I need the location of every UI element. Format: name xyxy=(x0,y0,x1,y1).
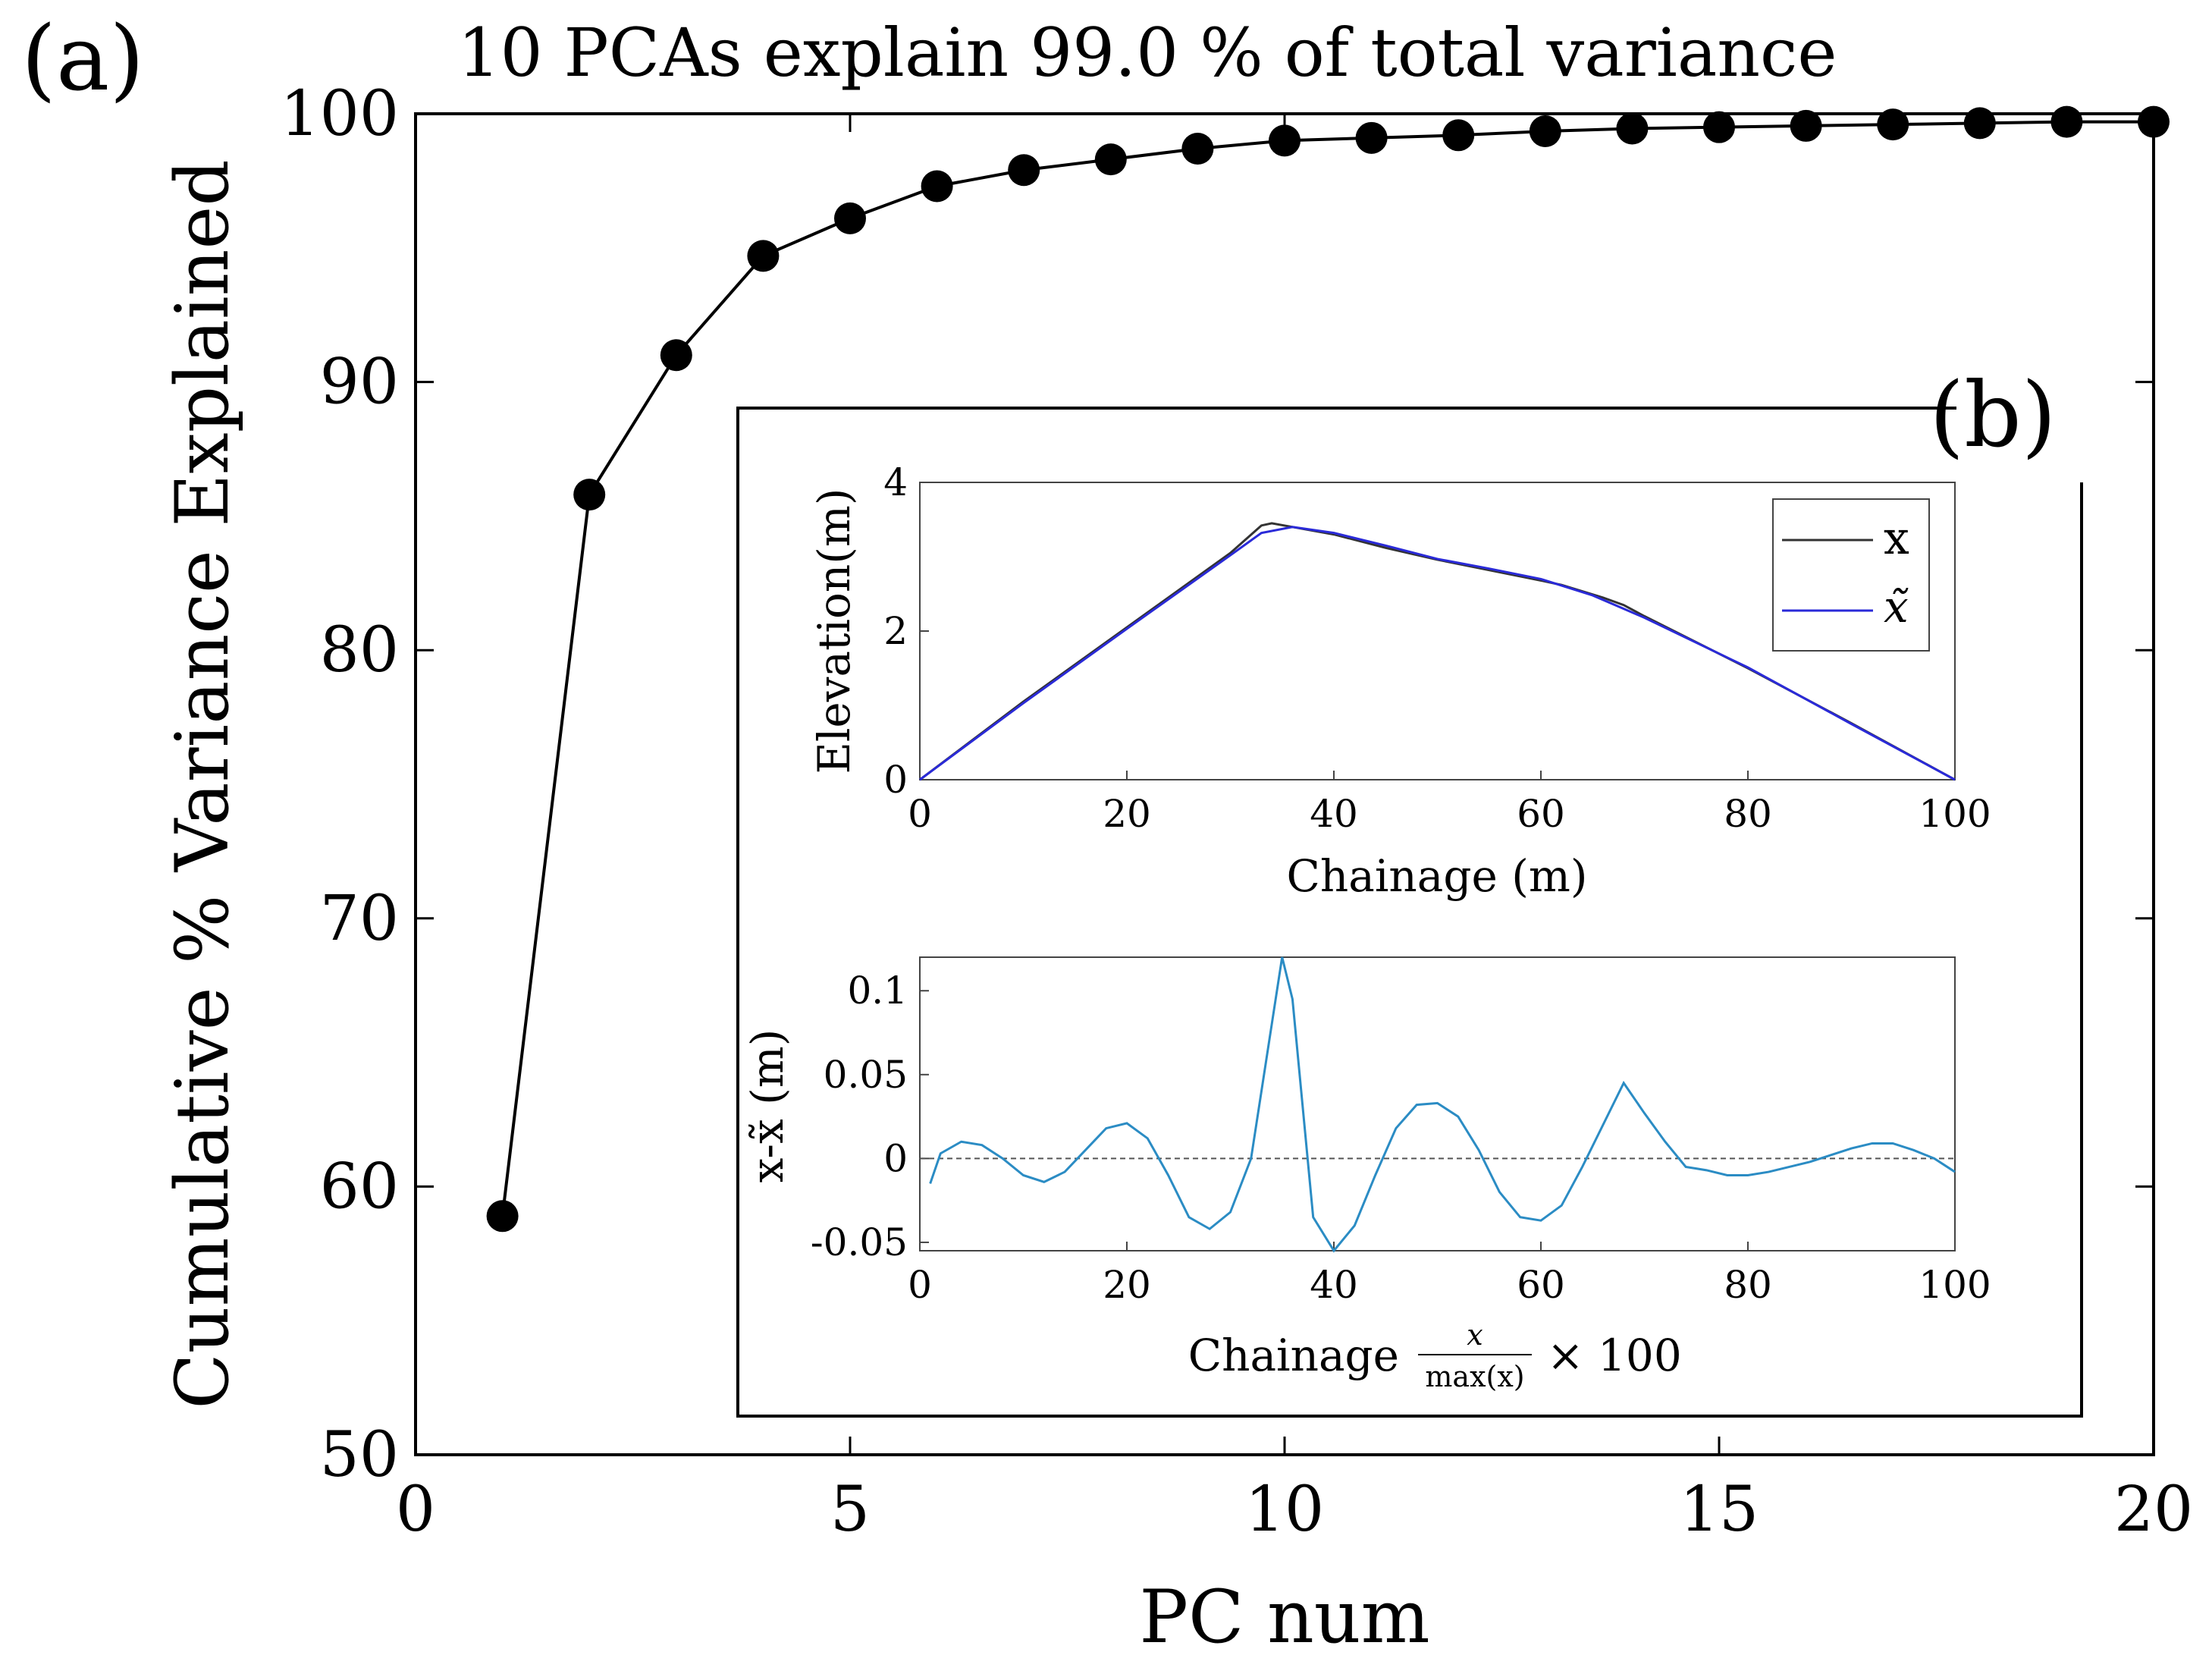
inset-top-y-ticks: 0 2 4 xyxy=(883,460,929,802)
main-data-point xyxy=(1963,107,1996,140)
main-data-point xyxy=(1790,109,1822,142)
bottom-y-tick-label: 0 xyxy=(883,1136,908,1180)
legend-label-xtilde: x̃ xyxy=(1884,581,1909,633)
main-data-point xyxy=(1616,112,1649,145)
top-x-tick-label: 60 xyxy=(1517,792,1565,836)
main-x-ticks: 0 5 10 15 20 xyxy=(396,114,2193,1546)
main-y-ticks: 50 60 70 80 90 100 xyxy=(280,78,2154,1491)
main-data-point xyxy=(660,339,692,372)
main-y-tick-label: 90 xyxy=(320,347,399,419)
bottom-y-tick-label: 0.1 xyxy=(847,969,908,1013)
main-y-axis-label: Cumulative % Variance Explained xyxy=(160,159,245,1409)
main-x-tick-label: 10 xyxy=(1245,1474,1324,1546)
main-data-point xyxy=(2138,105,2170,138)
panel-label-b: (b) xyxy=(1929,363,2057,467)
inset-panel: (b) 0 20 40 60 80 100 0 2 4 Chainage (m) Elevat… xyxy=(736,363,2083,1418)
top-x-tick-label: 80 xyxy=(1724,792,1772,836)
legend-box xyxy=(1772,498,1930,652)
main-data-point xyxy=(1355,121,1388,154)
inset-top-legend: x x̃ xyxy=(1772,498,1930,652)
main-y-tick-label: 80 xyxy=(320,614,399,686)
top-x-tick-label: 40 xyxy=(1310,792,1358,836)
main-y-tick-label: 100 xyxy=(280,78,399,150)
main-x-axis-label: PC num xyxy=(1139,1575,1429,1655)
top-x-tick-label: 0 xyxy=(908,792,932,836)
bottom-y-tick-label: -0.05 xyxy=(811,1220,908,1264)
inset-bottom-y-axis-label: x-x̃ (m) xyxy=(742,1029,793,1183)
xlabel-frac-numerator: x xyxy=(1467,1318,1483,1352)
main-data-point xyxy=(1703,111,1735,143)
main-x-tick-label: 15 xyxy=(1680,1474,1759,1546)
bottom-x-tick-label: 100 xyxy=(1919,1263,1991,1307)
inset-top-x-ticks: 0 20 40 60 80 100 xyxy=(908,771,1991,836)
inset-bottom-frame xyxy=(919,956,1956,1251)
main-data-point xyxy=(1529,115,1561,147)
inset-bottom-series-error xyxy=(929,956,1956,1253)
main-x-tick-label: 20 xyxy=(2114,1474,2193,1546)
main-y-tick-label: 60 xyxy=(320,1151,399,1223)
bottom-x-tick-label: 40 xyxy=(1310,1263,1358,1307)
main-x-tick-label: 5 xyxy=(830,1474,870,1546)
top-y-tick-label: 4 xyxy=(883,460,908,504)
inset-frame xyxy=(736,407,2083,1418)
main-data-point xyxy=(573,479,606,511)
top-y-tick-label: 2 xyxy=(883,609,908,653)
main-data-point xyxy=(921,170,953,203)
panel-label-a: (a) xyxy=(21,6,144,111)
xlabel-suffix: × 100 xyxy=(1547,1330,1682,1381)
xlabel-frac-denominator: max(x) xyxy=(1425,1360,1524,1393)
inset-top-chart: 0 20 40 60 80 100 0 2 4 Chainage (m) Elevation(… xyxy=(808,460,1991,902)
main-data-point xyxy=(747,240,780,272)
main-data-point xyxy=(1442,119,1475,152)
main-data-point xyxy=(1877,108,1909,141)
main-chart-title: 10 PCAs explain 99.0 % of total variance xyxy=(458,14,1837,92)
main-plot-frame xyxy=(414,112,2155,1456)
inset-top-series-xtilde xyxy=(919,526,1956,781)
main-series-markers xyxy=(486,105,2170,1233)
main-y-tick-label: 70 xyxy=(320,883,399,955)
xlabel-main: Chainage xyxy=(1188,1330,1399,1381)
inset-bottom-x-ticks: 0 20 40 60 80 100 xyxy=(908,1242,1991,1307)
main-data-point xyxy=(486,1200,519,1233)
inset-bottom-y-ticks: -0.05 0 0.05 0.1 xyxy=(811,969,929,1264)
main-data-point xyxy=(2050,105,2083,138)
bottom-x-tick-label: 80 xyxy=(1724,1263,1772,1307)
bottom-x-tick-label: 20 xyxy=(1103,1263,1151,1307)
main-data-point xyxy=(1269,124,1301,157)
legend-label-x: x xyxy=(1884,512,1909,565)
main-data-point xyxy=(1094,143,1127,176)
inset-bottom-x-axis-label: Chainage x max(x) × 100 xyxy=(1188,1318,1682,1393)
main-data-point xyxy=(1008,154,1040,187)
main-chart: (a) 10 PCAs explain 99.0 % of total vari… xyxy=(21,6,2193,1655)
bottom-y-tick-label: 0.05 xyxy=(824,1053,908,1097)
top-x-tick-label: 100 xyxy=(1919,792,1991,836)
inset-top-x-axis-label: Chainage (m) xyxy=(1287,850,1588,902)
main-data-point xyxy=(834,202,866,234)
bottom-x-tick-label: 0 xyxy=(908,1263,932,1307)
main-y-tick-label: 50 xyxy=(320,1419,399,1491)
main-data-point xyxy=(1181,132,1214,165)
top-y-tick-label: 0 xyxy=(883,758,908,802)
inset-top-y-axis-label: Elevation(m) xyxy=(808,488,860,774)
top-x-tick-label: 20 xyxy=(1103,792,1151,836)
main-x-tick-label: 0 xyxy=(396,1474,435,1546)
bottom-x-tick-label: 60 xyxy=(1517,1263,1565,1307)
